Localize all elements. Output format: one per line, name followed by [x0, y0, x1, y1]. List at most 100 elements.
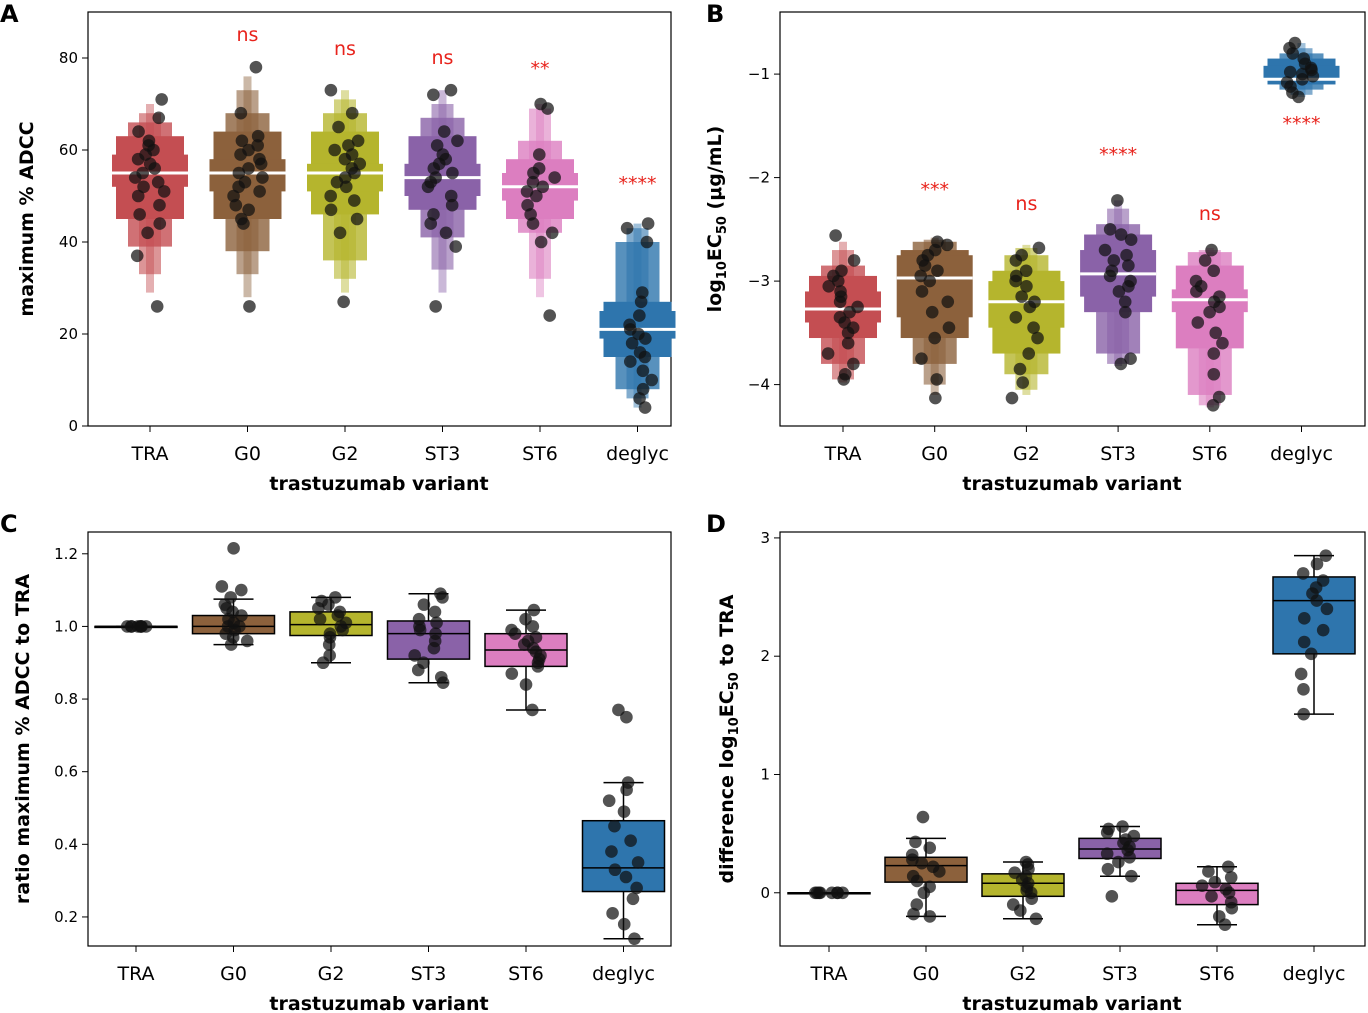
data-point-st6 — [1209, 326, 1223, 340]
data-point-st3 — [436, 148, 450, 161]
significance-label-st6: ns — [1199, 203, 1221, 225]
data-point-st3 — [446, 166, 459, 180]
data-point-st3 — [1118, 295, 1132, 309]
data-point-g2 — [1013, 362, 1027, 376]
data-point-st6 — [505, 667, 519, 680]
data-point-deglyc — [606, 907, 619, 920]
data-point-g0 — [235, 212, 248, 226]
data-point-g0 — [928, 331, 941, 345]
data-point-st3 — [1124, 274, 1137, 288]
data-point-st3 — [430, 616, 443, 630]
data-point-deglyc — [612, 703, 625, 717]
data-point-st3 — [439, 226, 453, 240]
plot-frame-d — [779, 531, 1366, 947]
data-point-g2 — [328, 591, 342, 604]
data-point-g2 — [333, 226, 347, 240]
significance-label-st6: ** — [531, 58, 550, 80]
data-point-g2 — [1027, 321, 1040, 334]
data-point-g2 — [1032, 241, 1046, 255]
data-point-g2 — [1009, 269, 1023, 283]
data-point-deglyc — [1310, 557, 1324, 571]
x-tick-label-tra: TRA — [116, 963, 154, 985]
y-axis-label-b: log10EC50 (μg/mL) — [704, 126, 730, 313]
data-point-g2 — [1008, 866, 1022, 879]
data-point-tra — [134, 620, 147, 633]
x-tick-label-deglyc: deglyc — [592, 963, 655, 985]
data-point-g2 — [1015, 290, 1028, 303]
data-point-st3 — [1098, 243, 1112, 257]
data-point-st6 — [543, 309, 557, 322]
data-point-deglyc — [1304, 647, 1318, 661]
data-point-g2 — [353, 157, 367, 171]
data-point-st6 — [1212, 390, 1226, 404]
data-point-tra — [150, 300, 164, 313]
data-point-st6 — [505, 623, 518, 637]
data-point-g0 — [242, 162, 255, 175]
data-point-g0 — [926, 860, 940, 874]
data-point-g0 — [240, 634, 254, 648]
data-point-g2 — [337, 295, 350, 309]
data-point-deglyc — [620, 710, 633, 724]
data-point-g2 — [1020, 279, 1033, 293]
x-tick-label-tra: TRA — [130, 443, 168, 465]
data-point-g0 — [906, 869, 920, 883]
data-point-g0 — [910, 898, 924, 911]
data-point-tra — [833, 311, 847, 324]
data-point-st3 — [1112, 855, 1125, 869]
data-point-st6 — [527, 603, 541, 617]
data-point-deglyc — [636, 382, 650, 396]
significance-label-g2: ns — [334, 38, 356, 60]
data-point-st3 — [1127, 829, 1141, 843]
data-point-st3 — [445, 198, 459, 212]
data-point-g2 — [1005, 391, 1019, 405]
data-point-st6 — [526, 175, 540, 189]
data-point-st6 — [519, 612, 532, 626]
data-point-g2 — [324, 83, 338, 97]
data-point-st3 — [1102, 822, 1115, 836]
data-point-st6 — [534, 235, 548, 249]
data-point-g2 — [1015, 248, 1028, 262]
x-tick-label-deglyc: deglyc — [1283, 963, 1346, 985]
data-point-st3 — [1112, 285, 1126, 298]
data-point-g0 — [243, 300, 256, 313]
data-point-g0 — [907, 907, 920, 921]
panel-label-d: D — [706, 510, 726, 538]
panel-label-a: A — [0, 0, 19, 28]
data-point-g2 — [313, 612, 327, 626]
y-tick-label: −3 — [748, 272, 770, 290]
data-point-st3 — [429, 300, 442, 313]
x-tick-label-st3: ST3 — [1102, 963, 1138, 985]
data-point-g0 — [251, 129, 265, 143]
data-point-deglyc — [631, 856, 645, 869]
data-point-g2 — [348, 194, 361, 207]
x-tick-label-st3: ST3 — [1100, 443, 1136, 465]
y-tick-label: 0.8 — [54, 690, 78, 708]
data-point-tra — [133, 208, 146, 221]
data-point-g2 — [1016, 376, 1030, 389]
data-point-deglyc — [619, 870, 633, 884]
data-point-g2 — [333, 605, 347, 619]
data-point-g0 — [929, 391, 942, 405]
data-point-deglyc — [1320, 602, 1334, 616]
data-point-deglyc — [620, 221, 634, 235]
data-point-st3 — [1124, 352, 1137, 366]
data-point-tra — [821, 347, 835, 360]
data-point-tra — [822, 279, 836, 293]
data-point-st3 — [1114, 228, 1128, 241]
data-point-g0 — [238, 175, 252, 189]
data-point-st6 — [1203, 305, 1216, 319]
data-point-g2 — [1022, 347, 1036, 360]
data-point-deglyc — [633, 346, 647, 359]
data-point-deglyc — [1283, 65, 1297, 79]
data-point-g2 — [350, 212, 364, 226]
x-tick-label-st6: ST6 — [522, 443, 558, 465]
data-point-g0 — [923, 841, 937, 855]
data-point-st3 — [412, 612, 426, 626]
data-point-st3 — [444, 83, 458, 97]
x-tick-label-g0: G0 — [234, 443, 261, 465]
data-point-g0 — [925, 305, 939, 319]
data-point-g0 — [235, 134, 249, 148]
data-point-st6 — [530, 189, 543, 203]
data-point-deglyc — [634, 295, 648, 309]
panel-label-c: C — [0, 510, 18, 538]
